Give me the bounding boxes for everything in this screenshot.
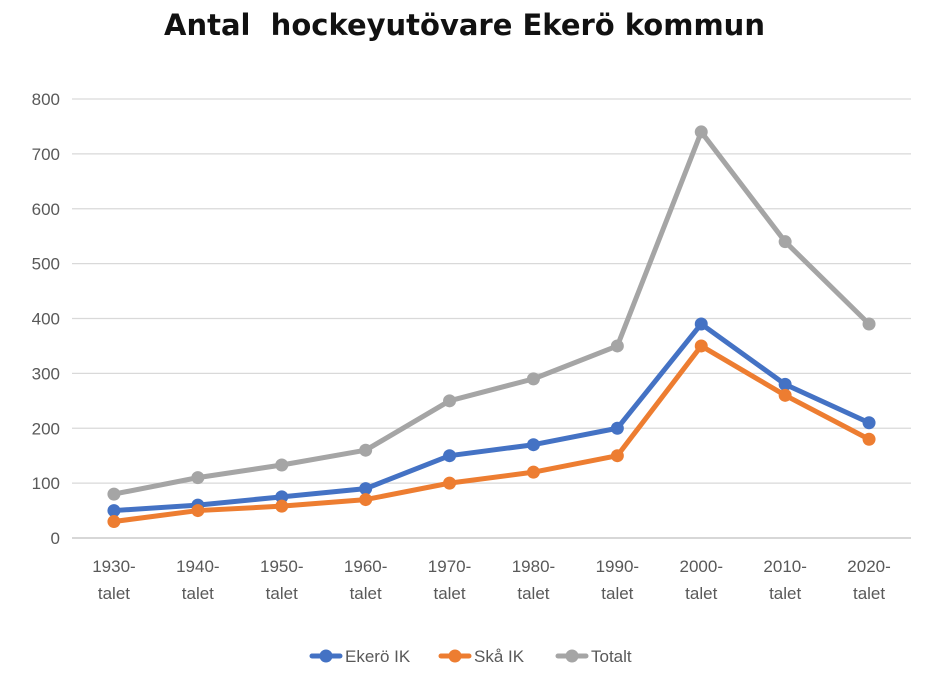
- data-point-sk-ik: [526, 465, 540, 479]
- legend-label: Ekerö IK: [345, 647, 411, 666]
- data-point-sk-ik: [443, 476, 457, 490]
- x-tick-label: 1970-: [428, 557, 471, 576]
- y-tick-label: 600: [32, 200, 60, 219]
- x-tick-label: 1990-: [596, 557, 639, 576]
- data-point-eker-ik: [526, 438, 540, 452]
- y-tick-label: 400: [32, 310, 60, 329]
- data-point-eker-ik: [610, 421, 624, 435]
- x-tick-label: 2020-: [847, 557, 890, 576]
- y-tick-label: 800: [32, 90, 60, 109]
- x-tick-label: 2010-: [763, 557, 806, 576]
- legend-swatch-marker: [448, 649, 462, 663]
- data-point-eker-ik: [275, 490, 289, 504]
- data-point-sk-ik: [107, 515, 121, 529]
- x-tick-label: talet: [98, 584, 130, 603]
- legend-label: Skå IK: [474, 647, 525, 666]
- x-tick-label: 1950-: [260, 557, 303, 576]
- data-point-eker-ik: [443, 449, 457, 463]
- data-point-totalt: [443, 394, 457, 408]
- y-tick-label: 700: [32, 145, 60, 164]
- x-tick-label: talet: [685, 584, 717, 603]
- data-point-totalt: [694, 125, 708, 139]
- x-tick-label: talet: [350, 584, 382, 603]
- y-tick-label: 200: [32, 419, 60, 438]
- y-tick-label: 100: [32, 474, 60, 493]
- x-tick-label: 1930-: [92, 557, 135, 576]
- x-tick-label: 1940-: [176, 557, 219, 576]
- x-tick-label: talet: [769, 584, 801, 603]
- data-point-totalt: [778, 235, 792, 249]
- data-point-sk-ik: [359, 493, 373, 507]
- data-point-eker-ik: [107, 504, 121, 518]
- series-line-totalt: [111, 129, 872, 497]
- y-tick-label: 300: [32, 364, 60, 383]
- x-tick-label: talet: [517, 584, 549, 603]
- legend-swatch-marker: [565, 649, 579, 663]
- data-point-totalt: [526, 372, 540, 386]
- data-point-totalt: [359, 443, 373, 457]
- x-tick-label: 1960-: [344, 557, 387, 576]
- legend-swatch-marker: [319, 649, 333, 663]
- y-tick-label: 500: [32, 255, 60, 274]
- data-point-sk-ik: [275, 499, 289, 513]
- data-point-eker-ik: [778, 377, 792, 391]
- data-point-totalt: [107, 487, 121, 501]
- x-tick-label: 2000-: [680, 557, 723, 576]
- x-tick-label: talet: [601, 584, 633, 603]
- data-point-sk-ik: [191, 504, 205, 518]
- data-point-eker-ik: [694, 317, 708, 331]
- chart-title: Antal hockeyutövare Ekerö kommun: [164, 8, 765, 42]
- data-point-totalt: [191, 471, 205, 485]
- x-tick-label: talet: [433, 584, 465, 603]
- series-line-eker-ik: [111, 321, 872, 514]
- data-point-totalt: [610, 339, 624, 353]
- x-tick-label: 1980-: [512, 557, 555, 576]
- x-tick-label: talet: [266, 584, 298, 603]
- series-line-sk-ik: [111, 343, 872, 525]
- data-point-eker-ik: [359, 482, 373, 496]
- data-point-sk-ik: [610, 449, 624, 463]
- x-tick-label: talet: [853, 584, 885, 603]
- data-point-sk-ik: [778, 388, 792, 402]
- legend-label: Totalt: [591, 647, 632, 666]
- data-point-eker-ik: [862, 416, 876, 430]
- data-point-sk-ik: [694, 339, 708, 353]
- y-tick-label: 0: [51, 529, 60, 548]
- data-point-totalt: [862, 317, 876, 331]
- x-tick-label: talet: [182, 584, 214, 603]
- data-point-totalt: [275, 458, 289, 472]
- data-point-sk-ik: [862, 432, 876, 446]
